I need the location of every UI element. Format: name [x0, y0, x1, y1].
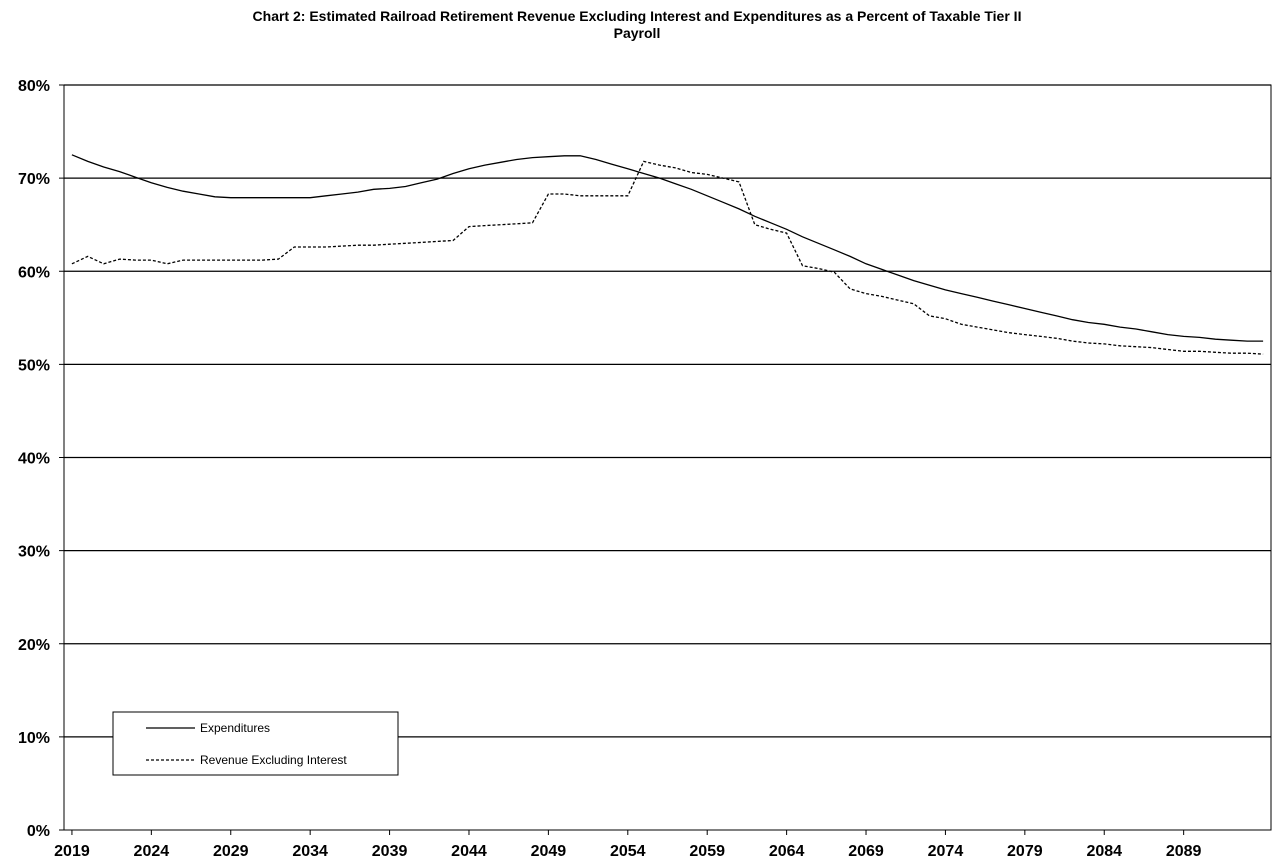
- chart-title-line1: Chart 2: Estimated Railroad Retirement R…: [252, 8, 1022, 24]
- x-tick-label: 2044: [451, 843, 487, 860]
- x-tick-label: 2059: [689, 843, 725, 860]
- y-tick-label: 60%: [18, 264, 50, 281]
- x-tick-label: 2039: [372, 843, 408, 860]
- series-line-revenue: [71, 160, 1264, 355]
- x-tick-label: 2019: [54, 843, 90, 860]
- chart-title-line2: Payroll: [613, 25, 661, 41]
- series-line-expenditures: [71, 154, 1264, 342]
- y-tick-label: 20%: [18, 637, 50, 654]
- x-tick-label: 2034: [292, 843, 328, 860]
- x-tick-label: 2079: [1007, 843, 1043, 860]
- y-tick-label: 40%: [18, 451, 50, 468]
- x-tick-label: 2024: [134, 843, 170, 860]
- x-tick-label: 2064: [769, 843, 805, 860]
- x-tick-label: 2029: [213, 843, 249, 860]
- x-tick-label: 2089: [1166, 843, 1202, 860]
- x-tick-label: 2084: [1086, 843, 1122, 860]
- y-tick-label: 80%: [18, 78, 50, 95]
- y-tick-label: 70%: [18, 171, 50, 188]
- y-tick-label: 0%: [27, 823, 50, 840]
- y-tick-label: 30%: [18, 544, 50, 561]
- legend-label: Revenue Excluding Interest: [200, 753, 347, 767]
- legend-box: [112, 711, 399, 776]
- legend-label: Expenditures: [200, 721, 270, 735]
- x-tick-label: 2049: [531, 843, 567, 860]
- x-tick-label: 2069: [848, 843, 884, 860]
- chart-title: Chart 2: Estimated Railroad Retirement R…: [0, 8, 1274, 42]
- y-tick-label: 10%: [18, 730, 50, 747]
- x-tick-label: 2074: [928, 843, 964, 860]
- x-tick-label: 2054: [610, 843, 646, 860]
- y-tick-label: 50%: [18, 357, 50, 374]
